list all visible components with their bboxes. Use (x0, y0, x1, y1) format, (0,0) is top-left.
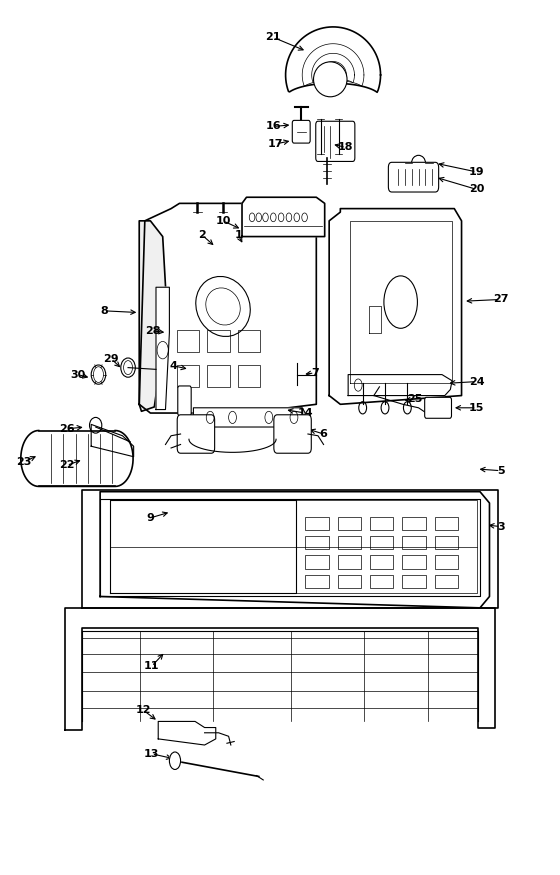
Bar (207, 365, 230, 387)
Text: 17: 17 (268, 139, 283, 149)
Polygon shape (286, 27, 381, 92)
Text: 10: 10 (216, 216, 231, 226)
FancyBboxPatch shape (177, 415, 214, 453)
Bar (305, 536, 329, 550)
Polygon shape (156, 287, 169, 410)
Ellipse shape (121, 358, 136, 377)
Polygon shape (21, 430, 133, 487)
Bar (370, 536, 393, 550)
Text: 5: 5 (497, 466, 505, 476)
Text: 13: 13 (144, 749, 159, 759)
Text: 15: 15 (469, 402, 484, 413)
Bar (435, 517, 458, 530)
Text: 9: 9 (147, 513, 155, 523)
Bar (338, 536, 361, 550)
Text: 21: 21 (265, 32, 281, 42)
Text: 29: 29 (104, 354, 119, 364)
Bar (176, 365, 199, 387)
Text: 1: 1 (234, 230, 242, 240)
Polygon shape (158, 721, 216, 745)
Text: 3: 3 (497, 522, 505, 532)
Text: 11: 11 (144, 662, 159, 671)
Polygon shape (100, 492, 489, 608)
Bar (238, 330, 260, 352)
Bar (435, 536, 458, 550)
Text: 6: 6 (320, 429, 328, 439)
Text: 19: 19 (469, 167, 484, 177)
Text: 23: 23 (16, 457, 32, 467)
FancyBboxPatch shape (292, 121, 310, 144)
Bar (402, 517, 426, 530)
Polygon shape (139, 203, 316, 413)
Text: 14: 14 (297, 408, 313, 418)
Polygon shape (348, 374, 452, 396)
Text: 22: 22 (59, 460, 74, 471)
Text: 30: 30 (70, 369, 86, 380)
Text: 12: 12 (136, 705, 151, 715)
Bar (176, 330, 199, 352)
Bar (305, 575, 329, 588)
Bar (435, 556, 458, 569)
Bar (305, 517, 329, 530)
Ellipse shape (90, 417, 102, 433)
Bar (207, 330, 230, 352)
Text: 27: 27 (493, 295, 508, 304)
Bar (370, 575, 393, 588)
Text: 25: 25 (408, 394, 423, 404)
Circle shape (169, 752, 180, 769)
Text: 18: 18 (338, 143, 354, 152)
Text: 7: 7 (311, 368, 319, 378)
Bar (435, 575, 458, 588)
FancyBboxPatch shape (178, 386, 191, 416)
Ellipse shape (91, 365, 106, 384)
Bar (402, 575, 426, 588)
Polygon shape (91, 424, 134, 457)
Text: 4: 4 (170, 360, 178, 371)
Polygon shape (82, 490, 498, 608)
Text: 20: 20 (469, 185, 484, 194)
Bar (402, 536, 426, 550)
FancyBboxPatch shape (424, 397, 451, 418)
Bar (402, 556, 426, 569)
Text: 24: 24 (469, 376, 484, 387)
Bar (338, 517, 361, 530)
Text: 28: 28 (145, 326, 160, 336)
Bar (238, 365, 260, 387)
Bar (305, 556, 329, 569)
Bar (338, 575, 361, 588)
Polygon shape (242, 197, 325, 236)
Bar (370, 556, 393, 569)
Ellipse shape (314, 62, 347, 97)
Polygon shape (139, 220, 167, 411)
Bar (338, 556, 361, 569)
Text: 26: 26 (59, 424, 74, 434)
Bar (370, 517, 393, 530)
Polygon shape (193, 408, 305, 427)
Text: 16: 16 (265, 122, 281, 131)
FancyBboxPatch shape (316, 122, 355, 162)
Text: 8: 8 (100, 306, 108, 316)
Polygon shape (329, 208, 461, 404)
Ellipse shape (412, 156, 426, 171)
Polygon shape (65, 608, 495, 730)
Text: 2: 2 (198, 230, 206, 240)
FancyBboxPatch shape (389, 162, 438, 192)
FancyBboxPatch shape (274, 415, 311, 453)
